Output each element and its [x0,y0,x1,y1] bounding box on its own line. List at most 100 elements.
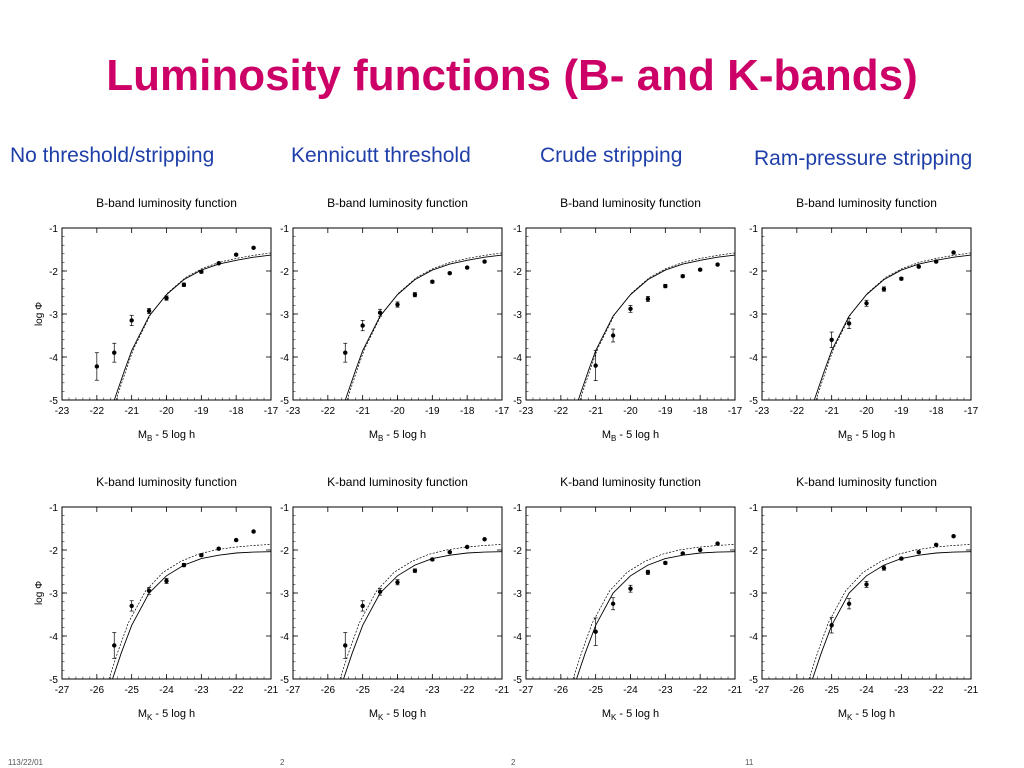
point-marker [377,589,383,594]
data-point [216,261,221,266]
data-point [951,250,956,255]
y-tick-label: -4 [513,632,522,643]
data-point [846,317,852,329]
data-point [829,617,834,634]
x-tick-label: -23 [194,685,209,696]
point-marker [663,560,668,566]
chart-svg: K-band luminosity function -1 -2 -3 -4 -5-27 -… [280,475,510,722]
x-tick-label: -26 [90,685,105,696]
point-marker [715,262,720,267]
y-tick-label: -4 [49,353,58,364]
point-marker [881,565,887,571]
point-marker [628,306,633,312]
x-tick-label: -25 [824,685,839,696]
point-marker [645,296,651,302]
x-tick-label: -24 [859,685,874,696]
chart-svg: K-band luminosity function -1 -2 -3 -4 -5-27 -… [749,475,979,722]
point-marker [430,279,435,284]
point-marker [593,363,598,368]
data-point [360,600,365,612]
y-tick-label: -4 [280,632,289,643]
x-tick-label: -22 [790,406,805,417]
point-marker [447,549,452,555]
model-curve-solid [344,254,502,400]
data-point [233,252,239,257]
x-tick-label: -21 [728,685,743,696]
chart-title: K-band luminosity function [560,475,701,489]
data-point [628,305,633,313]
x-tick-label: -21 [824,406,839,417]
y-axis-label: log Φ [34,302,45,326]
x-tick-label: -27 [755,685,770,696]
point-marker [360,603,365,609]
y-tick-label: -2 [513,546,522,557]
y-tick-label: -3 [513,310,522,321]
x-tick-label: -22 [460,685,475,696]
x-tick-label: -22 [554,406,569,417]
point-marker [916,264,921,269]
x-tick-label: -22 [929,685,944,696]
y-tick-label: -1 [513,503,522,514]
x-axis-label: MB - 5 log h [138,429,195,443]
chart-k-band-3: K-band luminosity function -1 -2 -3 -4 -5 -27-… [496,467,747,725]
model-curve-dashed [572,544,735,679]
model-curve-dashed [579,252,735,400]
x-tick-label: -19 [194,406,209,417]
y-tick-label: -2 [280,546,289,557]
point-marker [680,551,685,556]
point-marker [846,601,852,606]
point-marker [645,570,651,575]
point-marker [899,556,904,561]
x-tick-label: -21 [964,685,979,696]
y-tick-label: -5 [280,675,289,686]
chart-k-band-4: K-band luminosity function -1 -2 -3 -4 -5 -27 -… [732,467,983,725]
x-tick-label: -23 [755,406,770,417]
chart-title: K-band luminosity function [96,475,237,489]
y-tick-label: -2 [49,267,58,278]
point-marker [697,547,703,553]
chart-svg: K-band luminosity function -1 -2 -3 -4 -5-27 -… [513,475,743,722]
y-tick-label: -1 [49,224,58,235]
model-curve-solid [813,254,971,400]
x-tick-label: -18 [693,406,708,417]
point-marker [464,265,470,270]
data-point [181,282,187,287]
y-axis-label: log Φ [34,581,45,605]
data-point [129,314,134,326]
y-tick-label: -5 [749,396,758,407]
y-tick-label: -5 [280,396,289,407]
data-point [94,352,100,381]
chart-svg: B-band luminosity function -1 -2 -3 -4 -5-23 -… [280,196,510,443]
y-tick-label: -4 [749,353,758,364]
y-tick-label: -2 [749,546,758,557]
data-point [951,534,956,539]
column-heading-ram-pressure: Ram-pressure stripping [754,147,973,170]
y-tick-label: -4 [49,632,58,643]
x-tick-label: -20 [159,406,174,417]
point-marker [881,286,887,292]
x-tick-label: -24 [623,685,638,696]
point-marker [251,245,256,250]
data-point [233,537,239,543]
chart-b-band-2: B-band luminosity function -1 -2 -3 -4 -5 -23-… [263,188,514,446]
point-marker [593,629,598,634]
point-marker [951,250,956,255]
chart-b-band-3: B-band luminosity function -1 -2 -3 -4 -5 -23-… [496,188,747,446]
point-marker [829,623,834,628]
data-point [464,265,470,270]
point-marker [233,252,239,257]
point-marker [94,364,100,369]
data-point [697,547,703,553]
x-axis-label: MB - 5 log h [838,429,895,443]
plot-frame [761,506,972,680]
point-marker [129,318,134,323]
x-tick-label: -26 [554,685,569,696]
model-curve-solid [343,551,502,679]
data-point [645,569,651,575]
data-point [916,264,921,269]
y-tick-label: -2 [280,267,289,278]
point-marker [447,270,452,276]
data-point [933,259,939,264]
x-axis-label: MK - 5 log h [602,708,659,722]
point-marker [181,562,187,568]
